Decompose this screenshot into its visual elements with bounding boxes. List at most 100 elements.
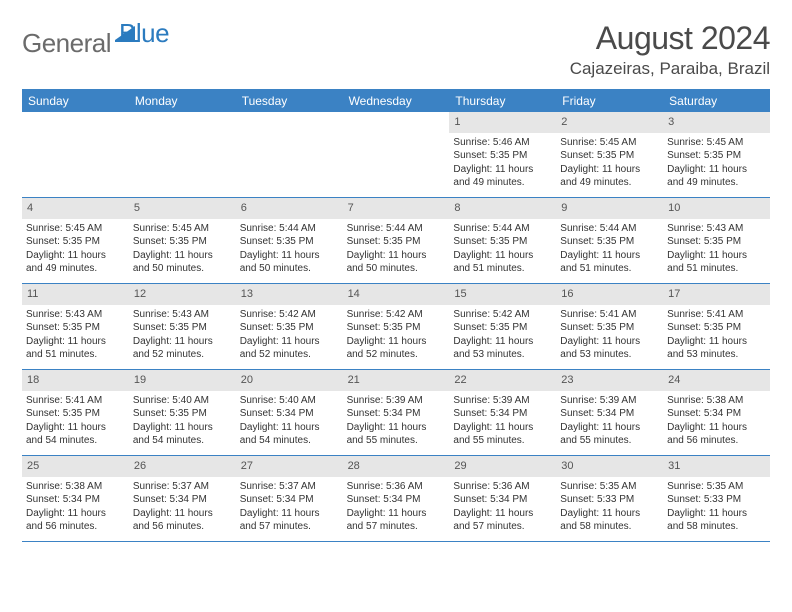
- day-cell: 28Sunrise: 5:36 AMSunset: 5:34 PMDayligh…: [343, 456, 450, 542]
- day-cell: 13Sunrise: 5:42 AMSunset: 5:35 PMDayligh…: [236, 284, 343, 370]
- day-number: 9: [556, 198, 663, 219]
- daylight-line: Daylight: 11 hours and 53 minutes.: [667, 335, 766, 362]
- day-number: 8: [449, 198, 556, 219]
- sunset-line: Sunset: 5:35 PM: [667, 321, 766, 335]
- empty-cell: [22, 112, 129, 198]
- sunset-line: Sunset: 5:35 PM: [133, 321, 232, 335]
- sunrise-line: Sunrise: 5:39 AM: [347, 394, 446, 408]
- sunrise-line: Sunrise: 5:35 AM: [560, 480, 659, 494]
- day-cell: 27Sunrise: 5:37 AMSunset: 5:34 PMDayligh…: [236, 456, 343, 542]
- sunrise-line: Sunrise: 5:45 AM: [667, 136, 766, 150]
- daylight-line: Daylight: 11 hours and 51 minutes.: [667, 249, 766, 276]
- sunset-line: Sunset: 5:34 PM: [26, 493, 125, 507]
- page-header: General Blue August 2024 Cajazeiras, Par…: [22, 20, 770, 79]
- daylight-line: Daylight: 11 hours and 49 minutes.: [667, 163, 766, 190]
- day-cell: 10Sunrise: 5:43 AMSunset: 5:35 PMDayligh…: [663, 198, 770, 284]
- sunset-line: Sunset: 5:34 PM: [667, 407, 766, 421]
- sunset-line: Sunset: 5:33 PM: [667, 493, 766, 507]
- sunset-line: Sunset: 5:34 PM: [240, 493, 339, 507]
- day-cell: 26Sunrise: 5:37 AMSunset: 5:34 PMDayligh…: [129, 456, 236, 542]
- weekday-header: Friday: [556, 90, 663, 112]
- daylight-line: Daylight: 11 hours and 50 minutes.: [133, 249, 232, 276]
- daylight-line: Daylight: 11 hours and 54 minutes.: [240, 421, 339, 448]
- empty-cell: [129, 112, 236, 198]
- day-cell: 20Sunrise: 5:40 AMSunset: 5:34 PMDayligh…: [236, 370, 343, 456]
- daylight-line: Daylight: 11 hours and 51 minutes.: [560, 249, 659, 276]
- day-number: 2: [556, 112, 663, 133]
- day-number: 7: [343, 198, 450, 219]
- daylight-line: Daylight: 11 hours and 49 minutes.: [453, 163, 552, 190]
- day-cell: 29Sunrise: 5:36 AMSunset: 5:34 PMDayligh…: [449, 456, 556, 542]
- daylight-line: Daylight: 11 hours and 52 minutes.: [347, 335, 446, 362]
- sunset-line: Sunset: 5:35 PM: [453, 235, 552, 249]
- day-number: 26: [129, 456, 236, 477]
- daylight-line: Daylight: 11 hours and 55 minutes.: [453, 421, 552, 448]
- sunrise-line: Sunrise: 5:40 AM: [133, 394, 232, 408]
- day-cell: 7 Sunrise: 5:44 AMSunset: 5:35 PMDaylight…: [343, 198, 450, 284]
- sunset-line: Sunset: 5:34 PM: [560, 407, 659, 421]
- sunset-line: Sunset: 5:34 PM: [453, 493, 552, 507]
- day-number: 24: [663, 370, 770, 391]
- daylight-line: Daylight: 11 hours and 49 minutes.: [26, 249, 125, 276]
- day-number: 16: [556, 284, 663, 305]
- sunrise-line: Sunrise: 5:43 AM: [667, 222, 766, 236]
- sunset-line: Sunset: 5:35 PM: [453, 321, 552, 335]
- sunset-line: Sunset: 5:35 PM: [240, 321, 339, 335]
- daylight-line: Daylight: 11 hours and 57 minutes.: [347, 507, 446, 534]
- daylight-line: Daylight: 11 hours and 53 minutes.: [453, 335, 552, 362]
- sunrise-line: Sunrise: 5:35 AM: [667, 480, 766, 494]
- daylight-line: Daylight: 11 hours and 54 minutes.: [26, 421, 125, 448]
- sunset-line: Sunset: 5:34 PM: [347, 493, 446, 507]
- sunset-line: Sunset: 5:35 PM: [347, 235, 446, 249]
- sunset-line: Sunset: 5:35 PM: [560, 321, 659, 335]
- day-number: 25: [22, 456, 129, 477]
- day-cell: 25 Sunrise: 5:38 AMSunset: 5:34 PMDayligh…: [22, 456, 129, 542]
- sunrise-line: Sunrise: 5:46 AM: [453, 136, 552, 150]
- sunset-line: Sunset: 5:34 PM: [347, 407, 446, 421]
- sunset-line: Sunset: 5:35 PM: [240, 235, 339, 249]
- sunrise-line: Sunrise: 5:44 AM: [347, 222, 446, 236]
- daylight-line: Daylight: 11 hours and 55 minutes.: [347, 421, 446, 448]
- day-number: 3: [663, 112, 770, 133]
- daylight-line: Daylight: 11 hours and 56 minutes.: [26, 507, 125, 534]
- day-cell: 15Sunrise: 5:42 AMSunset: 5:35 PMDayligh…: [449, 284, 556, 370]
- daylight-line: Daylight: 11 hours and 57 minutes.: [453, 507, 552, 534]
- logo: General Blue: [22, 20, 193, 59]
- logo-text-general: General: [22, 28, 111, 59]
- day-number: 21: [343, 370, 450, 391]
- sunrise-line: Sunrise: 5:39 AM: [560, 394, 659, 408]
- daylight-line: Daylight: 11 hours and 50 minutes.: [347, 249, 446, 276]
- sunrise-line: Sunrise: 5:40 AM: [240, 394, 339, 408]
- empty-cell: [236, 112, 343, 198]
- day-cell: 1Sunrise: 5:46 AMSunset: 5:35 PMDaylight…: [449, 112, 556, 198]
- sunrise-line: Sunrise: 5:45 AM: [560, 136, 659, 150]
- sunrise-line: Sunrise: 5:41 AM: [26, 394, 125, 408]
- day-number: 31: [663, 456, 770, 477]
- sunset-line: Sunset: 5:35 PM: [347, 321, 446, 335]
- sunrise-line: Sunrise: 5:45 AM: [133, 222, 232, 236]
- day-cell: 18Sunrise: 5:41 AMSunset: 5:35 PMDayligh…: [22, 370, 129, 456]
- day-cell: 23Sunrise: 5:39 AMSunset: 5:34 PMDayligh…: [556, 370, 663, 456]
- day-cell: 6Sunrise: 5:44 AMSunset: 5:35 PMDaylight…: [236, 198, 343, 284]
- day-number: 5: [129, 198, 236, 219]
- day-cell: 22Sunrise: 5:39 AMSunset: 5:34 PMDayligh…: [449, 370, 556, 456]
- sunrise-line: Sunrise: 5:44 AM: [240, 222, 339, 236]
- day-number: 27: [236, 456, 343, 477]
- day-cell: 17Sunrise: 5:41 AMSunset: 5:35 PMDayligh…: [663, 284, 770, 370]
- sunrise-line: Sunrise: 5:38 AM: [26, 480, 125, 494]
- day-number: 6: [236, 198, 343, 219]
- day-number: 19: [129, 370, 236, 391]
- sunrise-line: Sunrise: 5:37 AM: [240, 480, 339, 494]
- sunset-line: Sunset: 5:34 PM: [240, 407, 339, 421]
- sunrise-line: Sunrise: 5:44 AM: [560, 222, 659, 236]
- sunrise-line: Sunrise: 5:43 AM: [133, 308, 232, 322]
- sunrise-line: Sunrise: 5:41 AM: [667, 308, 766, 322]
- sunrise-line: Sunrise: 5:42 AM: [240, 308, 339, 322]
- day-number: 28: [343, 456, 450, 477]
- empty-cell: [343, 112, 450, 198]
- day-cell: 4Sunrise: 5:45 AMSunset: 5:35 PMDaylight…: [22, 198, 129, 284]
- day-number: 10: [663, 198, 770, 219]
- weekday-header: Wednesday: [343, 90, 450, 112]
- sunrise-line: Sunrise: 5:45 AM: [26, 222, 125, 236]
- daylight-line: Daylight: 11 hours and 49 minutes.: [560, 163, 659, 190]
